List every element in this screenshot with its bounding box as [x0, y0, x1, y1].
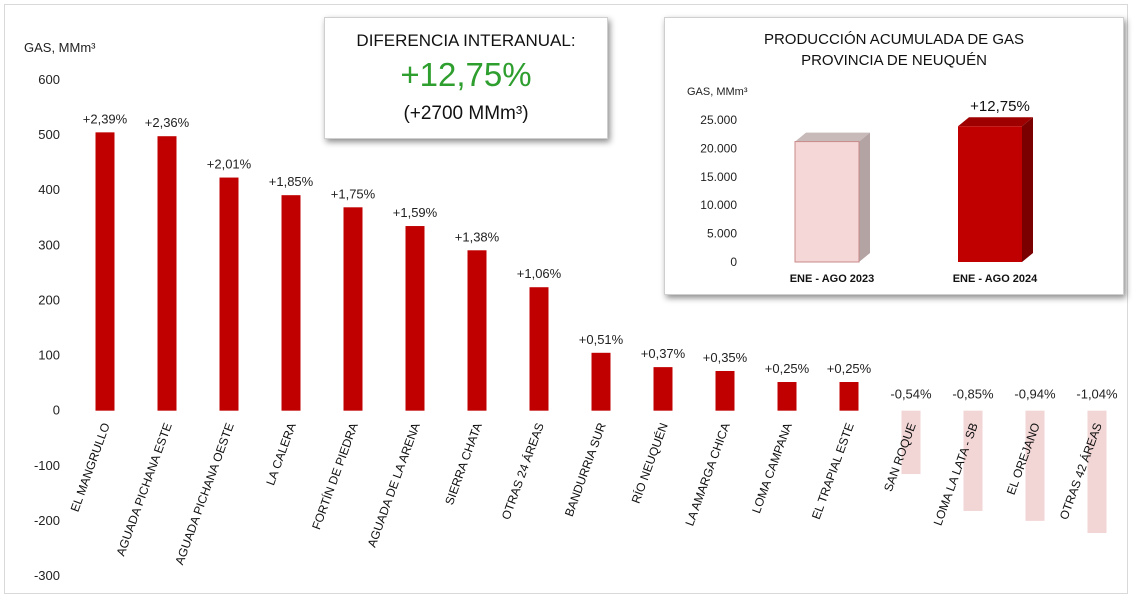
x-tick-label: AGUADA DE LA ARENA [365, 421, 423, 549]
y-tick-label: 600 [38, 72, 60, 87]
bar [715, 370, 735, 411]
x-tick-label: LA CALERA [263, 421, 299, 487]
bar [157, 136, 177, 411]
bar-value-label: +0,35% [703, 350, 748, 365]
bar [653, 367, 673, 411]
inset-bar-side-face [859, 132, 870, 262]
bar [591, 352, 611, 411]
bar-value-label: +0,37% [641, 346, 686, 361]
inset-y-tick-label: 15.000 [700, 170, 737, 184]
inset-y-tick-label: 10.000 [700, 198, 737, 212]
bar-value-label: +1,75% [331, 186, 376, 201]
bar [281, 195, 301, 411]
y-tick-label: 100 [38, 348, 60, 363]
bar-value-label: -0,94% [1014, 387, 1056, 402]
bar [777, 382, 797, 411]
x-tick-label: AGUADA PICHANA OESTE [172, 421, 236, 567]
x-tick-label: LOMA CAMPANA [749, 421, 795, 515]
y-tick-label: 500 [38, 127, 60, 142]
y-axis-label: GAS, MMm³ [24, 40, 96, 55]
bar [219, 177, 239, 411]
bar [467, 250, 487, 411]
inset-bar-chart: GAS, MMm³ 25.000 20.000 15.000 10.000 5.000 0 E… [687, 86, 1038, 285]
inset-bar [794, 141, 860, 263]
bar [963, 410, 983, 511]
cumulative-production-inset: GAS, MMm³ 25.000 20.000 15.000 10.000 5.000 0 E… [664, 17, 1124, 295]
bar-value-label: +1,85% [269, 174, 314, 189]
x-tick-label: SIERRA CHATA [442, 421, 485, 507]
x-tick-label: RÍO NEUQUÉN [628, 421, 671, 506]
yoy-title: DIFERENCIA INTERANUAL: [356, 31, 576, 50]
bar-value-label: +2,36% [145, 115, 190, 130]
x-tick-label: EL MANGRULLO [68, 421, 113, 514]
bar [1025, 410, 1045, 521]
y-tick-label: 300 [38, 237, 60, 252]
bar [405, 226, 425, 411]
bar-value-label: +1,38% [455, 229, 500, 244]
y-tick-label: 0 [53, 403, 60, 418]
yoy-percent: +12,75% [400, 56, 532, 93]
inset-x-tick-label: ENE - AGO 2024 [953, 273, 1038, 285]
yoy-absolute: (+2700 MMm³) [403, 103, 529, 124]
x-tick-label: AGUADA PICHANA ESTE [114, 421, 175, 558]
bar-value-label: +0,25% [765, 361, 810, 376]
inset-title-line-1: PRODUCCIÓN ACUMULADA DE GAS [763, 31, 1025, 48]
y-tick-label: -200 [34, 513, 60, 528]
y-tick-label: 400 [38, 182, 60, 197]
bar [1087, 410, 1107, 534]
bar-value-label: -0,85% [952, 387, 994, 402]
x-tick-label: LA AMARGA CHICA [682, 421, 732, 528]
bar-value-label: +1,59% [393, 205, 438, 220]
x-tick-label: EL TRAPIAL ESTE [809, 421, 857, 521]
x-tick-label: OTRAS 24 ÁREAS [498, 421, 547, 522]
inset-bar-side-face [1022, 117, 1033, 262]
bar-value-label: +0,51% [579, 332, 624, 347]
inset-title-line-2: PROVINCIA DE NEUQUÉN [801, 52, 987, 69]
inset-y-axis-label: GAS, MMm³ [687, 86, 748, 98]
inset-y-tick-label: 0 [730, 255, 737, 269]
inset-bar [958, 126, 1022, 262]
inset-y-tick-label: 20.000 [700, 141, 737, 155]
chart-frame [4, 4, 1128, 594]
inset-x-tick-label: ENE - AGO 2023 [790, 273, 875, 285]
x-tick-label: BANDURRIA SUR [562, 421, 609, 519]
bar-value-label: +1,06% [517, 266, 562, 281]
bar [343, 207, 363, 411]
bar [529, 287, 549, 411]
bar-value-label: +2,39% [83, 111, 128, 126]
y-tick-label: -300 [34, 568, 60, 583]
bar [839, 382, 859, 411]
inset-y-tick-label: 25.000 [700, 113, 737, 127]
bar-value-label: +2,01% [207, 157, 252, 172]
yoy-summary-box: DIFERENCIA INTERANUAL: +12,75% (+2700 MM… [324, 17, 608, 139]
y-tick-label: -100 [34, 458, 60, 473]
inset-bar-top-face [795, 132, 870, 142]
bar [95, 132, 115, 411]
inset-bar-top-face [958, 117, 1033, 127]
inset-y-tick-label: 5.000 [707, 227, 737, 241]
bar-value-label: -1,04% [1076, 387, 1118, 402]
y-tick-label: 200 [38, 292, 60, 307]
bar-value-label: +0,25% [827, 361, 872, 376]
bar [901, 410, 921, 475]
x-tick-label: FORTÍN DE PIEDRA [308, 421, 361, 532]
bar-value-label: -0,54% [890, 387, 932, 402]
inset-bar-value-label: +12,75% [970, 98, 1030, 115]
